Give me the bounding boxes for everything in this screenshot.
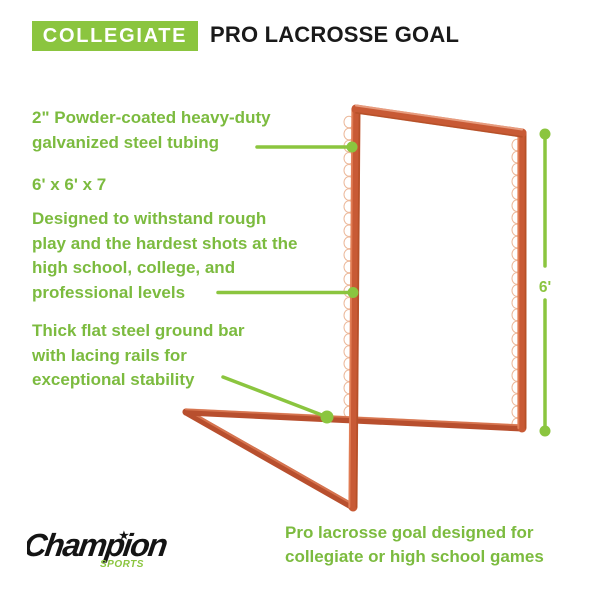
svg-text:6': 6' (539, 279, 551, 296)
